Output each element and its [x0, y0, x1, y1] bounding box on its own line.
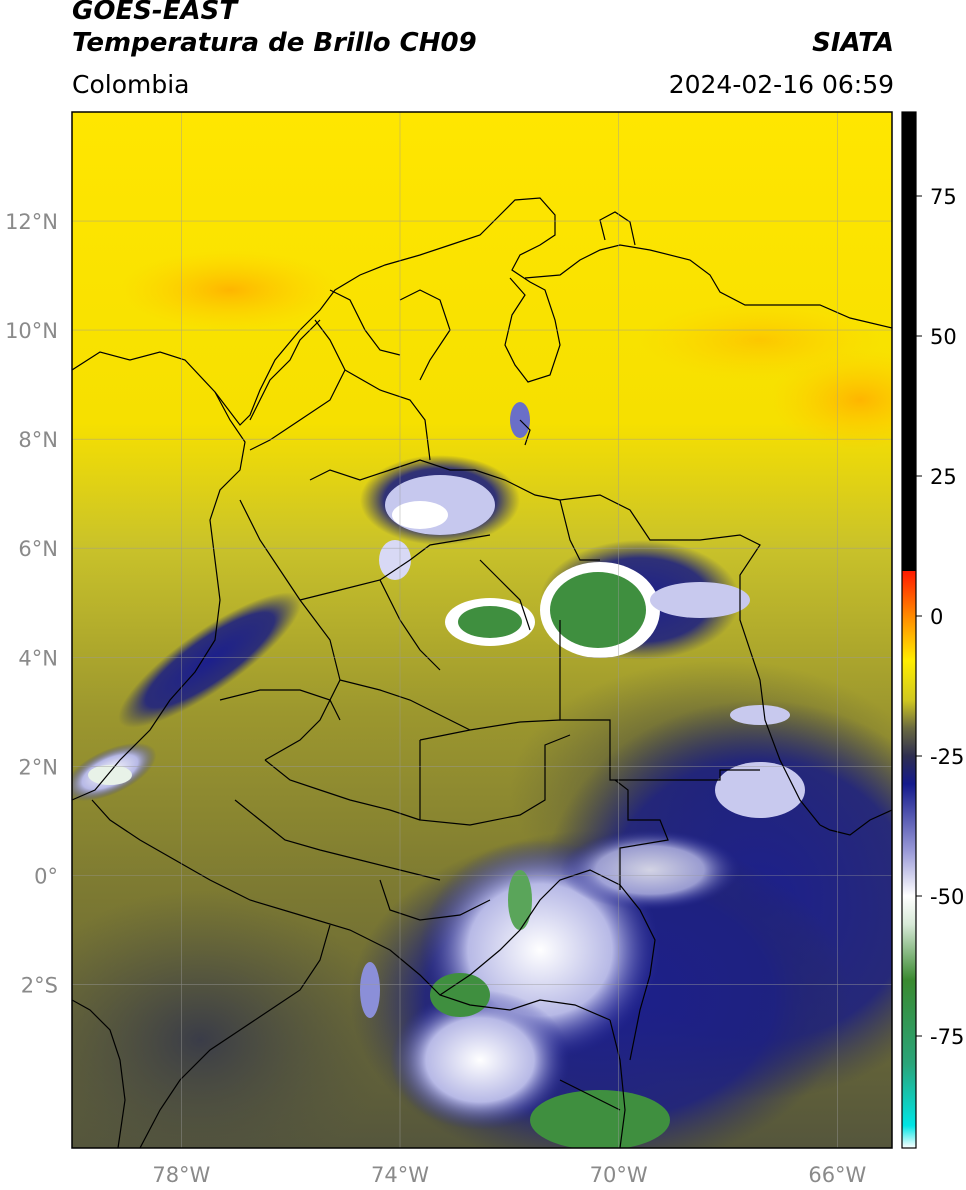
colorbar-tick-label: -25	[930, 745, 964, 769]
brightness-temperature-field	[72, 112, 892, 1148]
lon-tick-label: 78°W	[152, 1163, 210, 1187]
coastlines-and-borders	[72, 197, 892, 1148]
lon-tick-label: 70°W	[590, 1163, 648, 1187]
lat-tick-label: 10°N	[5, 319, 58, 343]
region-label: Colombia	[72, 70, 190, 99]
colorbar-tick-label: 25	[930, 465, 957, 489]
colorbar-tick-label: -50	[930, 885, 964, 909]
map-frame	[71, 111, 893, 1149]
map-gridlines	[72, 112, 892, 1148]
product-title: Temperatura de Brillo CH09	[72, 28, 477, 58]
lon-tick-label: 66°W	[808, 1163, 866, 1187]
lat-tick-label: 12°N	[5, 210, 58, 234]
lat-tick-label: 0°	[34, 864, 58, 888]
lat-tick-label: 8°N	[18, 428, 58, 452]
datetime-label: 2024-02-16 06:59	[668, 70, 894, 99]
colorbar-frame	[901, 111, 917, 1149]
colorbar	[902, 112, 916, 1148]
longitude-tick-labels: 78°W 74°W 70°W 66°W	[152, 1163, 866, 1187]
lat-tick-label: 4°N	[18, 646, 58, 670]
colorbar-tick-label: -75	[930, 1025, 964, 1049]
lat-tick-label: 6°N	[18, 537, 58, 561]
satellite-title: GOES-EAST	[72, 0, 238, 26]
lon-tick-label: 74°W	[371, 1163, 429, 1187]
colorbar-tick-label: 75	[930, 185, 957, 209]
latitude-tick-labels: 12°N 10°N 8°N 6°N 4°N 2°N 0° 2°S	[5, 210, 58, 997]
lat-tick-label: 2°S	[21, 973, 58, 997]
lat-tick-label: 2°N	[18, 755, 58, 779]
colorbar-tick-label: 0	[930, 605, 943, 629]
colorbar-tick-label: 50	[930, 325, 957, 349]
colorbar-tick-labels: 75 50 25 0 -25 -50 -75	[916, 185, 964, 1049]
org-title: SIATA	[812, 28, 894, 58]
